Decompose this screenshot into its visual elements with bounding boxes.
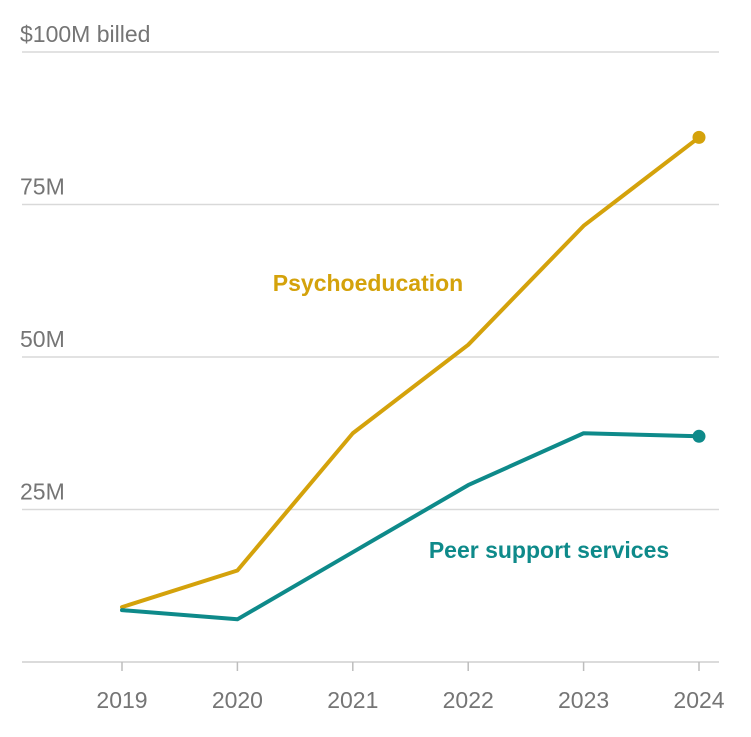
x-tick-label: 2019	[96, 687, 147, 713]
y-axis-tick-labels: $100M billed 75M 50M 25M	[20, 21, 150, 505]
x-tick-label: 2021	[327, 687, 378, 713]
y-tick-label: 75M	[20, 174, 65, 200]
series-lines	[120, 130, 706, 622]
series-labels: Psychoeducation Peer support services	[273, 270, 669, 563]
series-line-0	[120, 135, 701, 610]
x-axis: 2019 2020 2021 2022 2023 2024	[22, 661, 725, 713]
gridlines	[22, 51, 719, 511]
series-end-point-1	[692, 429, 706, 443]
series-label-1: Peer support services	[429, 537, 669, 563]
series-label-0: Psychoeducation	[273, 270, 463, 296]
y-tick-label: $100M billed	[20, 21, 150, 47]
x-tick-label: 2020	[212, 687, 263, 713]
y-tick-label: 50M	[20, 326, 65, 352]
y-tick-label: 25M	[20, 479, 65, 505]
series-end-point-0	[692, 130, 706, 144]
x-tick-label: 2024	[673, 687, 724, 713]
x-tick-label: 2023	[558, 687, 609, 713]
series-line-1	[120, 431, 701, 622]
x-tick-label: 2022	[443, 687, 494, 713]
